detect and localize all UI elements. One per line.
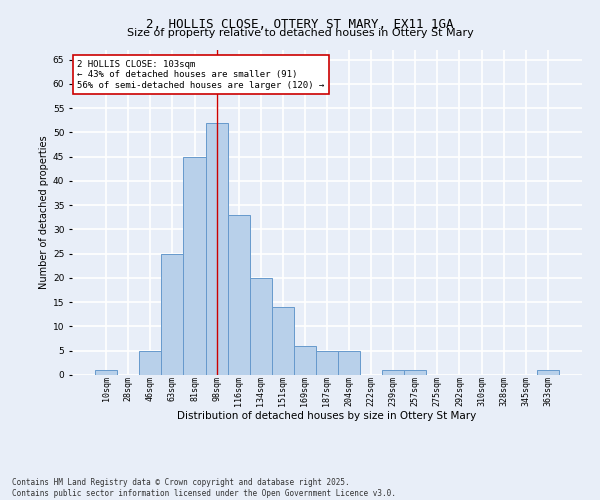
Bar xyxy=(206,123,227,375)
Bar xyxy=(250,278,272,375)
Bar xyxy=(139,350,161,375)
Bar xyxy=(184,156,206,375)
Bar xyxy=(316,350,338,375)
Text: Contains HM Land Registry data © Crown copyright and database right 2025.
Contai: Contains HM Land Registry data © Crown c… xyxy=(12,478,396,498)
X-axis label: Distribution of detached houses by size in Ottery St Mary: Distribution of detached houses by size … xyxy=(178,410,476,420)
Bar xyxy=(404,370,427,375)
Y-axis label: Number of detached properties: Number of detached properties xyxy=(38,136,49,290)
Bar xyxy=(537,370,559,375)
Text: 2 HOLLIS CLOSE: 103sqm
← 43% of detached houses are smaller (91)
56% of semi-det: 2 HOLLIS CLOSE: 103sqm ← 43% of detached… xyxy=(77,60,325,90)
Bar xyxy=(161,254,184,375)
Bar xyxy=(294,346,316,375)
Bar xyxy=(95,370,117,375)
Bar xyxy=(338,350,360,375)
Bar xyxy=(227,215,250,375)
Bar xyxy=(272,307,294,375)
Bar xyxy=(382,370,404,375)
Text: 2, HOLLIS CLOSE, OTTERY ST MARY, EX11 1GA: 2, HOLLIS CLOSE, OTTERY ST MARY, EX11 1G… xyxy=(146,18,454,30)
Text: Size of property relative to detached houses in Ottery St Mary: Size of property relative to detached ho… xyxy=(127,28,473,38)
